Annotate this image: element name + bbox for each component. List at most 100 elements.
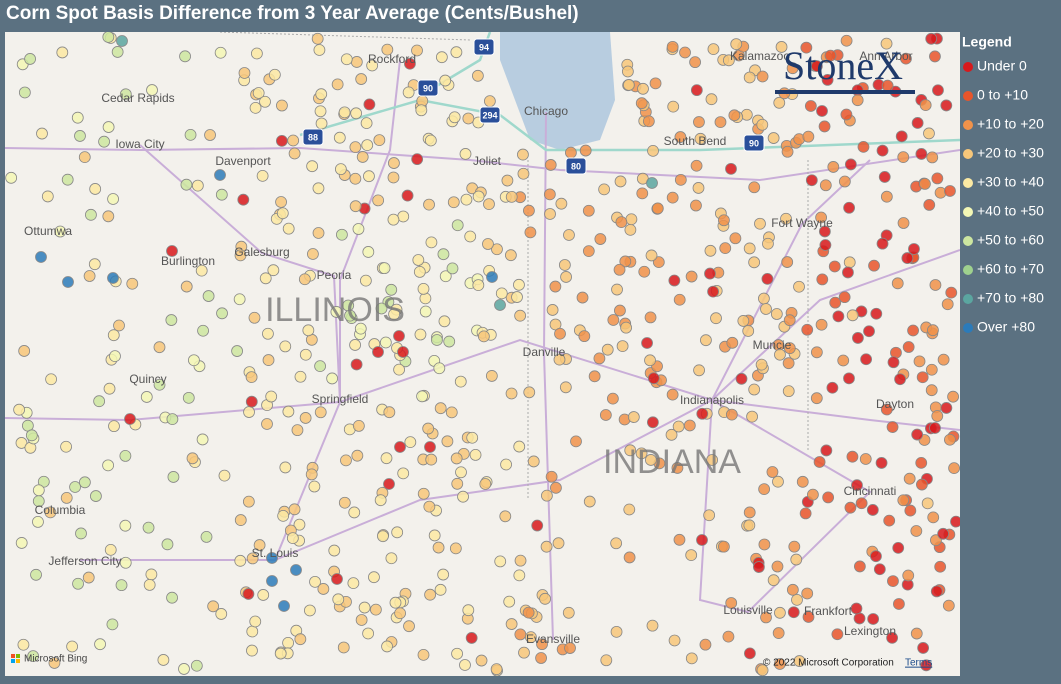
- basis-dot: [178, 663, 190, 675]
- basis-dot: [576, 291, 589, 304]
- basis-dot: [188, 354, 200, 367]
- basis-dot: [748, 256, 761, 269]
- basis-dot: [13, 403, 26, 416]
- state-borders: [219, 32, 809, 500]
- basis-dot: [274, 647, 287, 660]
- basis-dot: [772, 475, 784, 488]
- basis-dot: [793, 655, 806, 667]
- basis-dot: [770, 308, 783, 320]
- basis-dot: [448, 111, 461, 124]
- basis-dot: [610, 537, 623, 550]
- basis-dot: [446, 262, 459, 275]
- basis-dot: [102, 32, 115, 43]
- city-label: Danville: [523, 345, 566, 359]
- basis-dot: [75, 527, 87, 540]
- basis-dot: [424, 134, 437, 147]
- basis-dot: [913, 355, 926, 368]
- basis-dot: [218, 469, 231, 482]
- basis-dot: [615, 216, 628, 229]
- basis-dot: [826, 381, 839, 394]
- basis-dot: [317, 583, 330, 595]
- basis-dot: [866, 504, 879, 516]
- city-label: Rockford: [368, 52, 416, 66]
- basis-dot: [374, 494, 387, 507]
- basis-dot: [441, 435, 454, 448]
- basis-dot: [434, 583, 447, 596]
- basis-dot: [385, 283, 398, 296]
- basis-dot: [233, 293, 246, 306]
- basis-dot: [868, 259, 880, 272]
- basis-dot: [113, 319, 125, 332]
- basis-dot: [638, 265, 651, 278]
- basis-dot: [483, 198, 495, 210]
- basis-dot: [98, 135, 110, 148]
- basis-dot: [737, 315, 750, 327]
- basis-dot: [190, 659, 203, 672]
- basis-dot: [931, 172, 944, 185]
- basis-dot: [782, 357, 795, 370]
- basis-dot: [667, 100, 680, 113]
- basis-dot: [875, 457, 888, 469]
- basis-dot: [805, 174, 818, 187]
- basis-dot: [937, 527, 950, 540]
- basis-dot: [108, 420, 120, 433]
- basis-dot: [180, 178, 193, 191]
- legend-swatch: [963, 62, 973, 72]
- basis-dot: [945, 286, 958, 299]
- basis-dot: [293, 518, 306, 531]
- basis-dot: [815, 211, 828, 224]
- basis-dot: [923, 199, 936, 211]
- basis-dot: [549, 280, 562, 293]
- basis-dot: [107, 329, 120, 342]
- basis-dot: [775, 41, 788, 53]
- basis-dot: [940, 99, 953, 112]
- basis-dot: [275, 134, 288, 147]
- basis-dot: [851, 94, 864, 107]
- logo: StoneX: [783, 43, 903, 88]
- basis-dot: [623, 551, 636, 564]
- basis-dot: [558, 259, 571, 271]
- highway-number: 88: [308, 132, 318, 142]
- basis-dot: [804, 100, 817, 112]
- basis-dot: [842, 266, 854, 279]
- basis-dot: [582, 204, 595, 217]
- basis-dot: [328, 544, 341, 557]
- basis-dot: [810, 346, 823, 359]
- terms-link[interactable]: Terms: [905, 658, 932, 669]
- basis-dot: [641, 337, 653, 349]
- basis-dot: [434, 402, 447, 415]
- basis-dot: [360, 117, 373, 130]
- legend-swatch: [963, 149, 973, 159]
- basis-dot: [279, 461, 292, 474]
- basis-dot: [513, 569, 526, 582]
- basis-dot: [326, 372, 339, 385]
- basis-dot: [266, 552, 278, 564]
- basis-dot: [607, 314, 620, 326]
- basis-dot: [471, 69, 484, 82]
- basis-dot: [299, 348, 312, 361]
- basis-dot: [748, 181, 761, 194]
- basis-dot: [942, 599, 955, 612]
- city-label: Fort Wayne: [771, 216, 833, 230]
- basis-dot: [722, 54, 735, 67]
- basis-dot: [606, 392, 619, 405]
- basis-dot: [314, 360, 326, 373]
- basis-dot: [644, 354, 656, 367]
- basis-dot: [142, 521, 155, 534]
- basis-dot: [337, 641, 350, 654]
- basis-dot: [348, 506, 361, 519]
- basis-dot: [921, 497, 934, 510]
- basis-dot: [927, 324, 939, 337]
- city-label: Evansville: [526, 632, 580, 646]
- basis-dot: [941, 298, 954, 311]
- basis-dot: [349, 141, 362, 154]
- basis-dot: [859, 453, 872, 465]
- basis-dot: [417, 648, 430, 661]
- city-label: Dayton: [876, 397, 914, 411]
- basis-dot: [719, 242, 732, 255]
- basis-dot: [505, 618, 518, 630]
- basis-dot: [363, 98, 376, 111]
- basis-dot: [863, 325, 875, 338]
- basis-dot: [234, 514, 247, 526]
- basis-dot: [414, 328, 427, 341]
